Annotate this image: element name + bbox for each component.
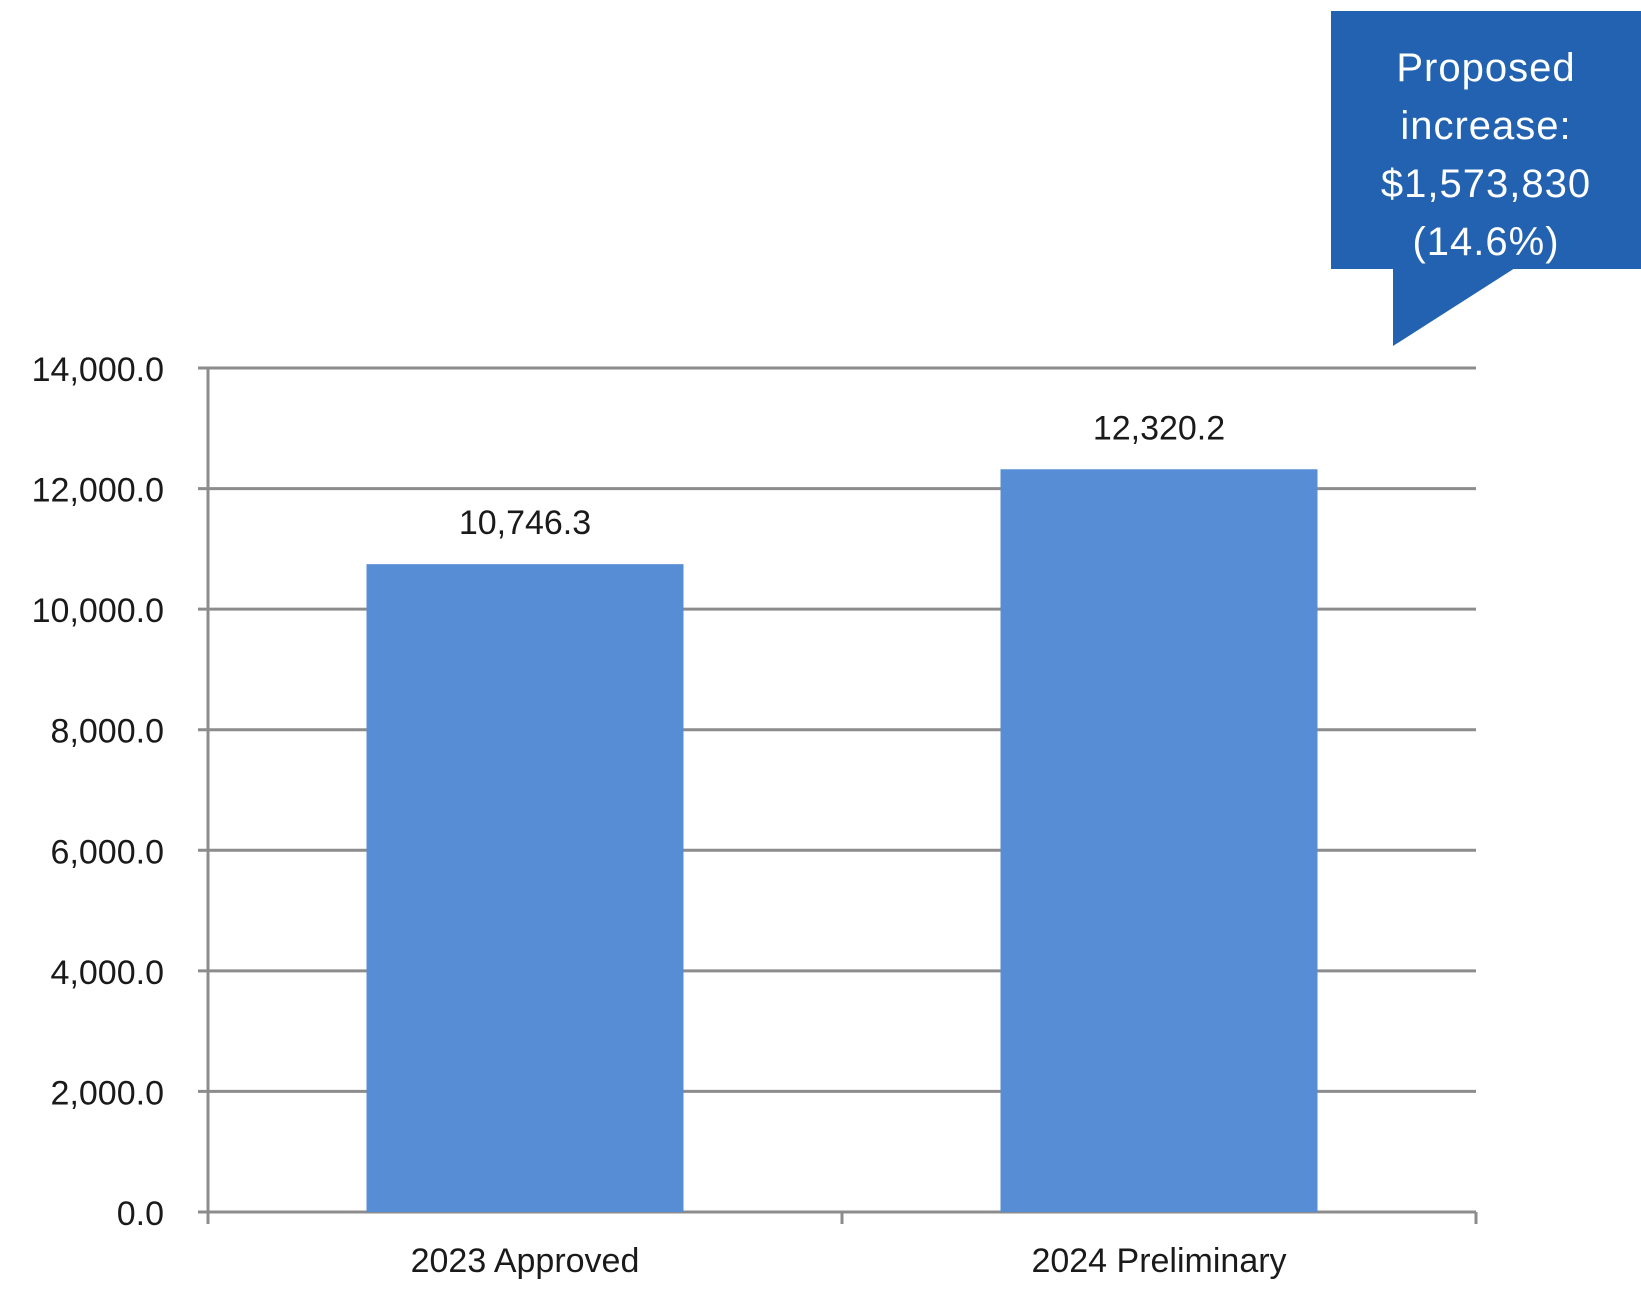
callout-pointer (1393, 268, 1515, 346)
y-tick-label: 6,000.0 (51, 833, 164, 871)
callout-line-2: increase: (1400, 104, 1572, 148)
y-tick-label: 2,000.0 (51, 1074, 164, 1112)
axes: 0.0 2,000.0 4,000.0 6,000.0 8,000.0 10,000.0 1… (32, 351, 1478, 1233)
y-tick-label: 8,000.0 (51, 713, 164, 751)
y-tick-label: 14,000.0 (32, 351, 164, 389)
callout-line-1: Proposed (1396, 46, 1576, 90)
y-tick-label: 12,000.0 (32, 472, 164, 510)
bar-value-label: 12,320.2 (1093, 409, 1225, 447)
bar (1000, 469, 1318, 1212)
labels: 10,746.3 2023 Approved 12,320.2 2024 Prelim… (411, 409, 1287, 1280)
y-tick-label: 10,000.0 (32, 592, 164, 630)
callout-line-3: $1,573,830 (1380, 162, 1592, 206)
proposed-increase-callout: Proposed increase: $1,573,830 (14.6%) (1331, 11, 1641, 269)
callout-line-4: (14.6%) (1412, 220, 1560, 264)
y-tick-label: 4,000.0 (51, 954, 164, 992)
bars (366, 469, 1318, 1212)
bar (366, 564, 684, 1212)
x-category-label: 2023 Approved (411, 1242, 640, 1280)
y-tick-label: 0.0 (117, 1195, 164, 1233)
bar-value-label: 10,746.3 (459, 504, 591, 542)
x-category-label: 2024 Preliminary (1031, 1242, 1286, 1280)
